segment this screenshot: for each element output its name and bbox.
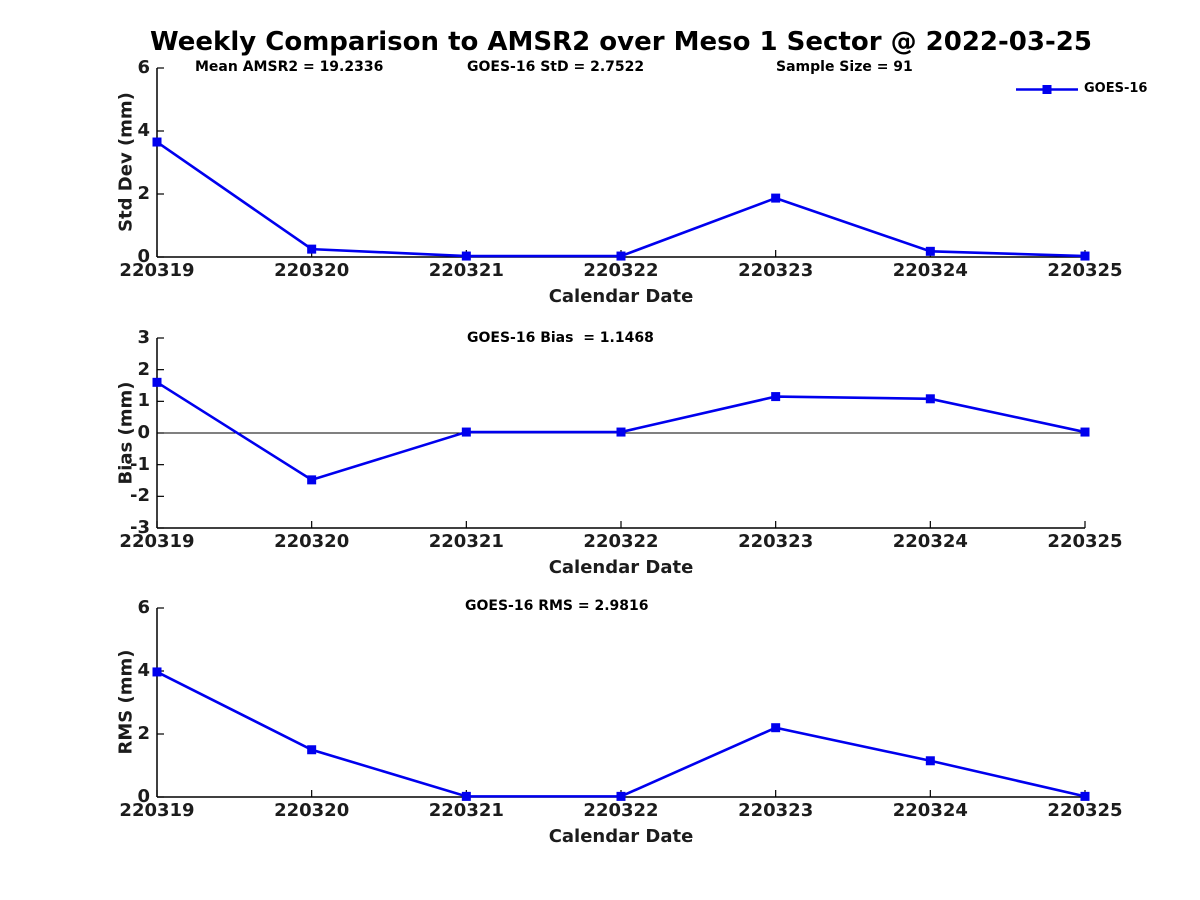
bias-marker: [307, 475, 317, 485]
bias-y-tick-label: 0: [137, 422, 150, 443]
std-dev-annotation: Sample Size = 91: [776, 59, 913, 75]
bias-y-tick-label: -3: [130, 517, 150, 538]
std-dev-marker: [925, 246, 935, 256]
rms-marker: [616, 791, 626, 801]
figure-title: Weekly Comparison to AMSR2 over Meso 1 S…: [150, 27, 1092, 57]
rms-x-tick-label: 220322: [583, 800, 659, 821]
std-dev-marker: [771, 193, 781, 203]
bias-x-tick-label: 220322: [583, 531, 659, 552]
bias-x-tick-label: 220319: [119, 531, 195, 552]
std-dev-y-tick-label: 2: [137, 183, 150, 204]
rms-plot: [152, 607, 1090, 801]
bias-x-axis-label: Calendar Date: [548, 557, 694, 578]
rms-annotation: GOES-16 RMS = 2.9816: [465, 598, 649, 614]
std-dev-x-tick-label: 220325: [1047, 260, 1123, 281]
rms-marker: [307, 745, 317, 755]
legend-sample: [1016, 85, 1078, 94]
std-dev-annotation: Mean AMSR2 = 19.2336: [195, 59, 384, 75]
std-dev-y-tick-label: 0: [137, 246, 150, 267]
std-dev-plot: [152, 67, 1090, 261]
std-dev-x-tick-label: 220323: [738, 260, 814, 281]
bias-marker: [925, 394, 935, 404]
std-dev-annotation: GOES-16 StD = 2.7522: [467, 59, 645, 75]
rms-marker: [152, 667, 162, 677]
bias-x-tick-label: 220320: [274, 531, 350, 552]
rms-x-tick-label: 220319: [119, 800, 195, 821]
bias-marker: [771, 392, 781, 402]
stddev-y-axis-label: Std Dev (mm): [115, 92, 137, 232]
bias-x-tick-label: 220325: [1047, 531, 1123, 552]
rms-x-tick-label: 220320: [274, 800, 350, 821]
bias-x-tick-label: 220323: [738, 531, 814, 552]
rms-marker: [1080, 791, 1090, 801]
std-dev-x-tick-label: 220322: [583, 260, 659, 281]
std-dev-series-line: [156, 140, 1086, 258]
bias-plot: [152, 337, 1090, 529]
bias-x-tick-label: 220321: [428, 531, 504, 552]
rms-x-tick-label: 220325: [1047, 800, 1123, 821]
rms-y-tick-label: 0: [137, 786, 150, 807]
std-dev-y-tick-label: 4: [137, 120, 150, 141]
bias-marker: [461, 427, 471, 437]
bias-marker: [152, 377, 162, 387]
rms-y-tick-label: 6: [137, 597, 150, 618]
std-dev-x-tick-label: 220319: [119, 260, 195, 281]
bias-y-tick-label: 3: [137, 327, 150, 348]
std-dev-x-tick-label: 220321: [428, 260, 504, 281]
bias-y-tick-label: 1: [137, 390, 150, 412]
legend-label: GOES-16: [1084, 81, 1148, 96]
rms-x-tick-label: 220321: [428, 800, 504, 821]
rms-marker: [925, 756, 935, 766]
bias-y-tick-label: 2: [137, 358, 150, 380]
bias-marker: [1080, 427, 1090, 437]
rms-marker: [461, 791, 471, 801]
std-dev-marker: [307, 244, 317, 254]
rms-y-tick-label: 4: [137, 660, 150, 681]
std-dev-x-tick-label: 220320: [274, 260, 350, 281]
std-dev-y-tick-label: 6: [137, 57, 150, 78]
rms-marker: [771, 723, 781, 733]
rms-x-tick-label: 220323: [738, 800, 814, 821]
bias-annotation: GOES-16 Bias = 1.1468: [467, 330, 654, 346]
rms-y-tick-label: 2: [137, 723, 150, 744]
std-dev-marker: [152, 137, 162, 147]
bias-x-tick-label: 220324: [892, 531, 968, 552]
rms-x-axis-label: Calendar Date: [548, 826, 694, 847]
bias-y-tick-label: -1: [130, 453, 150, 475]
legend-marker-icon: [1042, 85, 1052, 94]
stddev-x-axis-label: Calendar Date: [548, 286, 694, 307]
rms-x-tick-label: 220324: [892, 800, 968, 821]
std-dev-marker: [616, 251, 626, 261]
std-dev-x-tick-label: 220324: [892, 260, 968, 281]
rms-series-line: [156, 670, 1086, 798]
bias-marker: [616, 427, 626, 437]
std-dev-marker: [1080, 251, 1090, 261]
bias-y-tick-label: -2: [130, 485, 150, 507]
std-dev-marker: [461, 251, 471, 261]
